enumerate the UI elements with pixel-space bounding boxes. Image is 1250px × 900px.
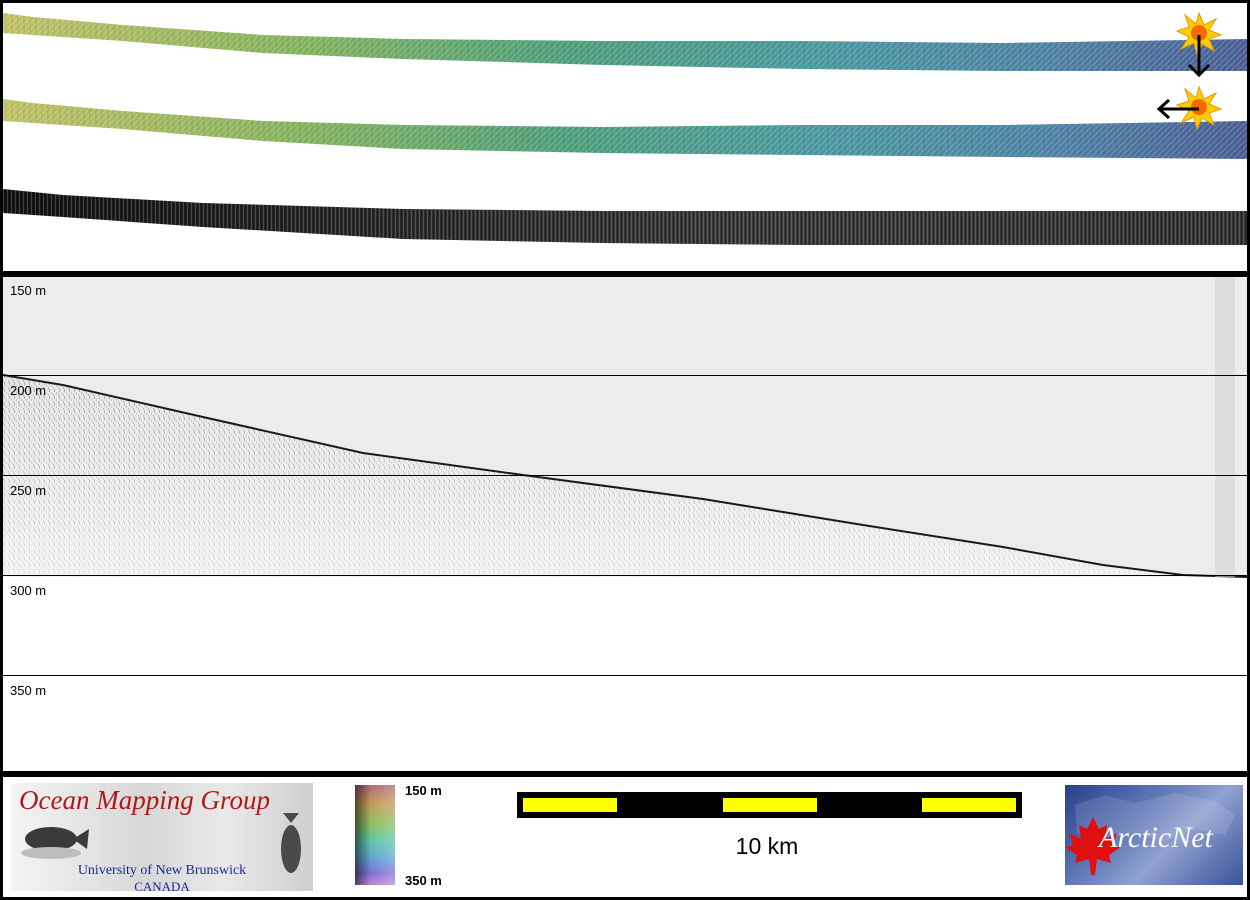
gridline-250 — [3, 475, 1247, 476]
arrow-down-icon — [1187, 35, 1211, 78]
omg-logo-title: Ocean Mapping Group — [19, 785, 270, 815]
depth-color-scale — [355, 785, 395, 885]
gridline-300 — [3, 575, 1247, 576]
backscatter-strip — [3, 189, 1247, 245]
depth-label-200: 200 m — [10, 383, 47, 398]
gridline-200 — [3, 375, 1247, 376]
sun-icon — [1175, 11, 1223, 57]
swath-view-panel — [3, 3, 1247, 271]
profile-graphic — [3, 277, 1247, 578]
ocean-mapping-group-logo: Ocean Mapping Group University of New Br… — [11, 783, 313, 894]
depth-label-150: 150 m — [10, 283, 47, 298]
scale-bar-label: 10 km — [735, 833, 799, 859]
maple-leaf-icon — [1065, 817, 1121, 875]
depth-label-250: 250 m — [10, 483, 47, 498]
arcticnet-logo-text: ArcticNet — [1099, 821, 1213, 854]
gridline-350 — [3, 675, 1247, 676]
color-scale-bottom-label: 350 m — [405, 873, 442, 888]
scale-bar-segment — [922, 798, 1016, 812]
footer-panel: Ocean Mapping Group University of New Br… — [3, 777, 1247, 897]
omg-logo-country: CANADA — [134, 879, 190, 894]
bathymetry-strip-1 — [3, 13, 1247, 71]
scale-bar-segment — [523, 798, 617, 812]
distance-scale-bar — [517, 792, 1022, 818]
color-scale-top-label: 150 m — [405, 783, 442, 798]
depth-label-300: 300 m — [10, 583, 47, 598]
fish-icon — [21, 827, 89, 859]
swath-strips — [3, 11, 1247, 245]
depth-label-350: 350 m — [10, 683, 47, 698]
arcticnet-logo: ArcticNet — [1065, 785, 1243, 885]
bathymetry-strip-2 — [3, 99, 1247, 159]
fish-icon — [281, 813, 301, 873]
seabed-trace — [3, 374, 1247, 578]
arrow-left-icon — [1156, 98, 1199, 120]
scale-bar-segment — [723, 798, 817, 812]
subbottom-profile-panel: 150 m 200 m 250 m 300 m 350 m — [3, 277, 1247, 771]
omg-logo-university: University of New Brunswick — [77, 863, 247, 878]
